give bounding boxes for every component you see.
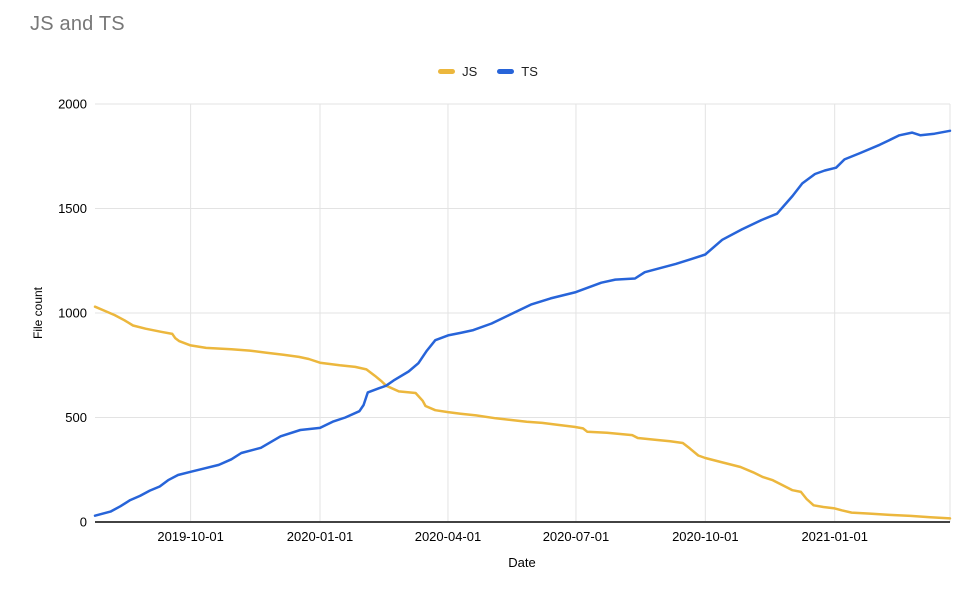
y-tick-label: 2000 [58,97,87,112]
legend: JS TS [0,63,976,79]
legend-label: JS [462,63,478,79]
x-tick-label: 2019-10-01 [157,529,224,544]
x-tick-label: 2020-10-01 [672,529,739,544]
y-tick-label: 1000 [58,306,87,321]
legend-item-js[interactable]: JS [438,64,477,79]
x-tick-label: 2020-04-01 [415,529,482,544]
y-tick-label: 0 [80,515,87,530]
x-tick-label: 2020-07-01 [543,529,610,544]
series-line-js[interactable] [93,305,952,520]
x-axis-title: Date [508,555,536,570]
series-line-ts[interactable] [93,129,952,517]
legend-swatch-js [438,68,456,74]
chart-title: JS and TS [30,13,125,35]
y-tick-label: 1500 [58,201,87,216]
x-tick-label: 2021-01-01 [801,529,868,544]
y-axis-title: File count [31,286,45,340]
legend-swatch-ts [497,68,515,74]
x-tick-label: 2020-01-01 [287,529,354,544]
legend-item-ts[interactable]: TS [497,64,538,79]
legend-label: TS [521,63,538,79]
y-tick-label: 500 [65,410,87,425]
